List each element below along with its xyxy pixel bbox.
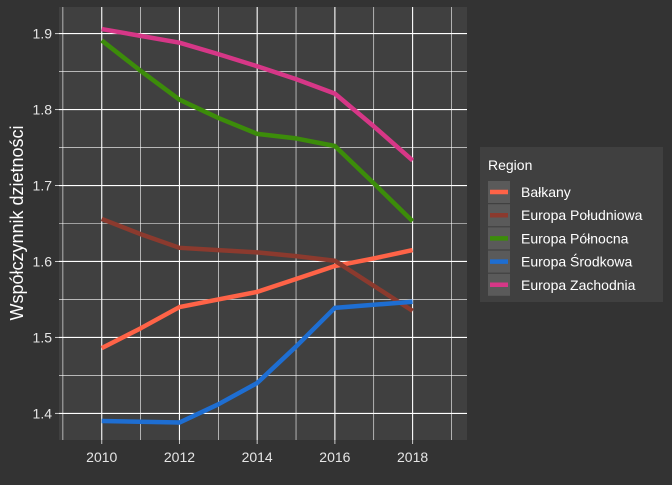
series-line-0	[100, 247, 414, 351]
y-tick-label: 1.4	[33, 405, 53, 421]
y-tick-label: 1.9	[33, 26, 53, 42]
series-line-1	[100, 216, 414, 313]
legend-label: Europa Północna	[521, 230, 629, 246]
y-axis-ticks: 1.4 1.5 1.6 1.7 1.8 1.9	[33, 26, 59, 421]
x-tick-label: 2018	[397, 449, 428, 465]
legend-items: Bałkany Europa Południowa Europa Północna E…	[488, 181, 643, 296]
major-gridlines	[59, 7, 467, 440]
legend-box	[480, 147, 663, 302]
legend-label: Europa Zachodnia	[521, 277, 636, 293]
series-lines	[100, 26, 415, 425]
y-tick-label: 1.8	[33, 102, 53, 118]
legend-label: Europa Środkowa	[521, 253, 633, 270]
series-line-3	[101, 299, 413, 425]
series-line-2	[100, 38, 415, 223]
legend-label: Europa Południowa	[521, 207, 643, 223]
x-tick-label: 2010	[86, 449, 117, 465]
x-tick-label: 2016	[319, 449, 350, 465]
x-tick-label: 2014	[242, 449, 273, 465]
legend-label: Bałkany	[521, 184, 571, 200]
x-axis-ticks: 2010 2012 2014 2016 2018	[86, 440, 428, 465]
legend-title: Region	[488, 157, 532, 173]
legend: Region Bałkany Europa Południowa Europa Pó…	[480, 147, 663, 302]
y-tick-label: 1.5	[33, 329, 53, 345]
series-line-4	[101, 26, 415, 163]
y-tick-label: 1.7	[33, 178, 53, 194]
y-tick-label: 1.6	[33, 253, 53, 269]
y-axis-title: Współczynnik dzietności	[7, 125, 27, 320]
x-tick-label: 2012	[164, 449, 195, 465]
